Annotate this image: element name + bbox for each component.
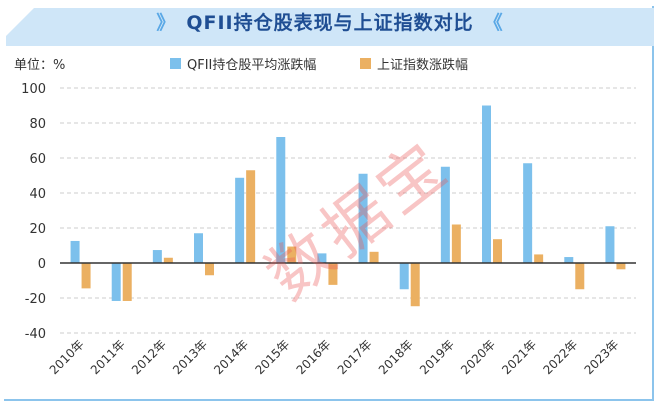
bar-sh-2022年 [575, 263, 585, 290]
bar-qfii-2019年 [440, 166, 450, 263]
bar-qfii-2012年 [152, 250, 162, 263]
bar-qfii-2015年 [276, 137, 286, 263]
bar-sh-2020年 [493, 239, 502, 263]
y-tick-label: -40 [25, 327, 46, 342]
bar-sh-2013年 [205, 263, 214, 276]
x-tick-label: 2013年 [170, 337, 210, 377]
bar-qfii-2013年 [194, 233, 203, 263]
bar-sh-2014年 [246, 170, 256, 263]
bar-sh-2016年 [328, 263, 338, 285]
bar-sh-2019年 [451, 224, 461, 263]
bar-qfii-2017年 [358, 173, 368, 263]
chart-title-row: 》 QFII持仓股表现与上证指数对比《 [0, 8, 660, 35]
chart-title: QFII持仓股表现与上证指数对比 [186, 12, 474, 34]
bar-sh-2012年 [163, 257, 173, 263]
y-tick-label: 20 [29, 222, 46, 237]
chevron-right-icon: 》 [156, 12, 177, 34]
bar-qfii-2010年 [70, 240, 80, 263]
bar-sh-2015年 [287, 246, 297, 263]
x-tick-label: 2015年 [252, 337, 292, 377]
x-tick-label: 2019年 [417, 337, 457, 377]
x-tick-label: 2020年 [458, 337, 498, 377]
bar-sh-2021年 [534, 254, 544, 263]
bar-qfii-2014年 [235, 177, 245, 263]
legend-swatch-sh [360, 58, 371, 69]
bar-sh-2018年 [410, 263, 420, 307]
x-tick-label: 2022年 [540, 337, 580, 377]
legend-item-sh: 上证指数涨跌幅 [360, 54, 468, 73]
y-tick-label: 80 [29, 117, 46, 132]
y-tick-label: 100 [21, 82, 46, 97]
chart-frame [4, 6, 654, 401]
y-tick-label: 0 [38, 257, 46, 272]
unit-label: 单位：% [14, 58, 66, 73]
chevron-left-icon: 《 [483, 12, 504, 34]
bar-sh-2023年 [616, 263, 626, 270]
bar-qfii-2016年 [317, 253, 327, 263]
bar-qfii-2021年 [523, 163, 533, 263]
x-tick-label: 2023年 [582, 337, 622, 377]
bar-sh-2011年 [122, 263, 132, 301]
x-tick-label: 2021年 [499, 337, 539, 377]
bar-sh-2010年 [81, 263, 91, 289]
x-tick-label: 2017年 [335, 337, 375, 377]
bar-sh-2017年 [369, 251, 379, 263]
x-tick-label: 2014年 [211, 337, 251, 377]
y-tick-label: 60 [29, 152, 46, 167]
x-tick-label: 2010年 [47, 337, 87, 377]
x-tick-label: 2018年 [376, 337, 416, 377]
title-bar [6, 8, 654, 46]
bar-qfii-2022年 [564, 257, 574, 263]
x-tick-label: 2016年 [294, 337, 334, 377]
legend-label-qfii: QFII持仓股平均涨跌幅 [187, 58, 317, 73]
bar-qfii-2023年 [605, 226, 615, 263]
legend-swatch-qfii [170, 58, 181, 69]
legend-item-qfii: QFII持仓股平均涨跌幅 [170, 54, 316, 73]
y-tick-label: -20 [25, 292, 46, 307]
x-tick-label: 2011年 [88, 337, 128, 377]
bar-qfii-2011年 [111, 263, 121, 301]
y-tick-label: 40 [29, 187, 46, 202]
x-tick-label: 2012年 [129, 337, 169, 377]
bar-qfii-2020年 [482, 105, 491, 263]
legend-label-sh: 上证指数涨跌幅 [377, 58, 469, 73]
bar-qfii-2018年 [399, 263, 409, 290]
